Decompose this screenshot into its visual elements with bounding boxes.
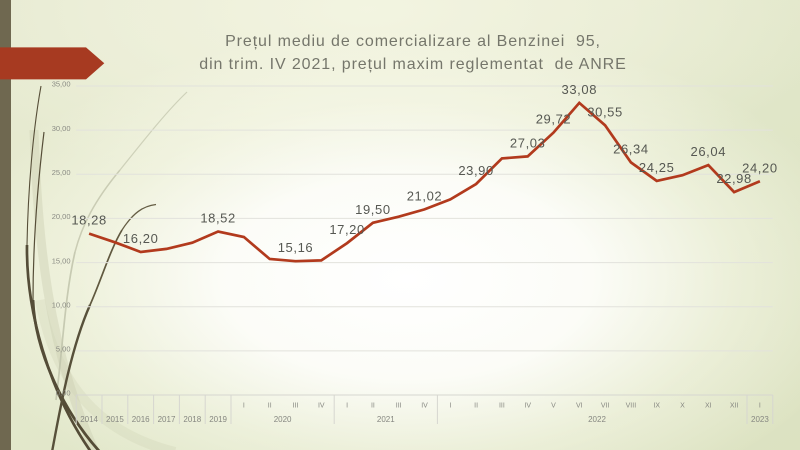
svg-text:III: III <box>499 403 505 410</box>
svg-text:17,20: 17,20 <box>329 222 365 237</box>
svg-text:III: III <box>396 403 402 410</box>
svg-text:21,02: 21,02 <box>407 188 443 203</box>
svg-text:XI: XI <box>705 403 712 410</box>
svg-text:IX: IX <box>653 403 660 410</box>
svg-text:30,00: 30,00 <box>52 124 71 133</box>
svg-text:10,00: 10,00 <box>52 300 71 309</box>
svg-text:23,90: 23,90 <box>458 163 494 178</box>
svg-text:V: V <box>551 403 556 410</box>
svg-text:2021: 2021 <box>377 415 395 424</box>
svg-text:IV: IV <box>421 403 428 410</box>
svg-text:II: II <box>371 403 375 410</box>
svg-text:25,00: 25,00 <box>52 168 71 177</box>
svg-text:5,00: 5,00 <box>56 345 71 354</box>
svg-text:18,52: 18,52 <box>200 211 236 226</box>
svg-text:2018: 2018 <box>183 415 201 424</box>
svg-text:VI: VI <box>576 403 583 410</box>
svg-text:2015: 2015 <box>106 415 124 424</box>
svg-text:X: X <box>680 403 685 410</box>
svg-text:26,34: 26,34 <box>613 141 649 156</box>
svg-text:19,50: 19,50 <box>355 202 391 217</box>
svg-text:18,28: 18,28 <box>71 213 107 228</box>
svg-text:15,00: 15,00 <box>52 256 71 265</box>
svg-text:20,00: 20,00 <box>52 212 71 221</box>
svg-text:35,00: 35,00 <box>52 80 71 89</box>
svg-text:15,16: 15,16 <box>278 240 314 255</box>
svg-text:2022: 2022 <box>588 415 606 424</box>
svg-text:27,03: 27,03 <box>510 135 546 150</box>
svg-text:2014: 2014 <box>80 415 98 424</box>
svg-text:I: I <box>346 403 348 410</box>
svg-text:VIII: VIII <box>626 403 637 410</box>
svg-text:2019: 2019 <box>209 415 227 424</box>
svg-text:2016: 2016 <box>132 415 150 424</box>
svg-text:I: I <box>759 403 761 410</box>
svg-text:26,04: 26,04 <box>691 144 727 159</box>
svg-text:2017: 2017 <box>158 415 176 424</box>
svg-text:III: III <box>293 403 299 410</box>
svg-text:IV: IV <box>318 403 325 410</box>
svg-text:XII: XII <box>730 403 739 410</box>
svg-text:0,00: 0,00 <box>56 389 71 398</box>
svg-text:30,55: 30,55 <box>587 104 623 119</box>
svg-text:22,98: 22,98 <box>716 171 752 186</box>
svg-text:33,08: 33,08 <box>562 82 598 97</box>
svg-text:II: II <box>268 403 272 410</box>
svg-text:II: II <box>474 403 478 410</box>
svg-text:VII: VII <box>601 403 610 410</box>
svg-text:2020: 2020 <box>274 415 292 424</box>
svg-text:I: I <box>449 403 451 410</box>
svg-text:IV: IV <box>524 403 531 410</box>
svg-text:24,20: 24,20 <box>742 160 778 175</box>
svg-text:I: I <box>243 403 245 410</box>
svg-text:29,72: 29,72 <box>536 112 572 127</box>
svg-text:16,20: 16,20 <box>123 231 159 246</box>
svg-text:2023: 2023 <box>751 415 769 424</box>
svg-text:24,25: 24,25 <box>639 160 675 175</box>
